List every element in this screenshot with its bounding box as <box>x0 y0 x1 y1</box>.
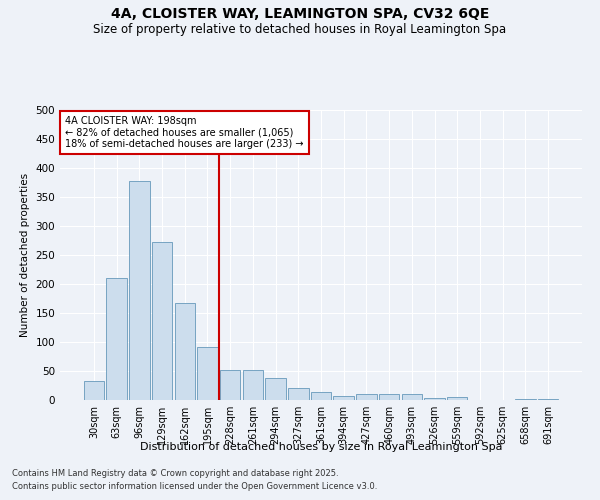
Text: 4A, CLOISTER WAY, LEAMINGTON SPA, CV32 6QE: 4A, CLOISTER WAY, LEAMINGTON SPA, CV32 6… <box>111 8 489 22</box>
Bar <box>242 370 263 400</box>
Text: Size of property relative to detached houses in Royal Leamington Spa: Size of property relative to detached ho… <box>94 22 506 36</box>
Bar <box>515 399 536 400</box>
Bar <box>220 370 241 400</box>
Bar <box>152 242 172 400</box>
Bar <box>379 394 400 400</box>
Bar <box>175 302 195 400</box>
Bar <box>106 278 127 400</box>
Bar <box>265 378 286 400</box>
Text: 4A CLOISTER WAY: 198sqm
← 82% of detached houses are smaller (1,065)
18% of semi: 4A CLOISTER WAY: 198sqm ← 82% of detache… <box>65 116 304 149</box>
Bar <box>447 397 467 400</box>
Text: Contains HM Land Registry data © Crown copyright and database right 2025.: Contains HM Land Registry data © Crown c… <box>12 468 338 477</box>
Bar <box>129 181 149 400</box>
Bar <box>424 398 445 400</box>
Bar <box>288 388 308 400</box>
Bar <box>356 394 377 400</box>
Bar <box>401 394 422 400</box>
Text: Contains public sector information licensed under the Open Government Licence v3: Contains public sector information licen… <box>12 482 377 491</box>
Text: Distribution of detached houses by size in Royal Leamington Spa: Distribution of detached houses by size … <box>140 442 502 452</box>
Bar <box>197 346 218 400</box>
Bar <box>311 392 331 400</box>
Y-axis label: Number of detached properties: Number of detached properties <box>20 173 30 337</box>
Bar <box>334 396 354 400</box>
Bar <box>84 382 104 400</box>
